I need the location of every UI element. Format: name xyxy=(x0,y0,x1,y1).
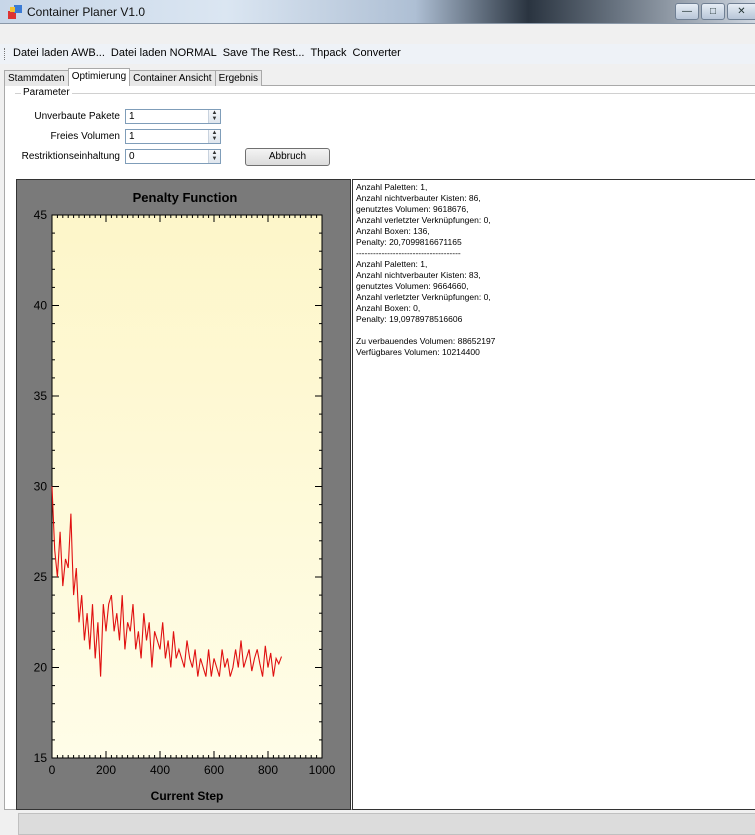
log-line: Anzahl Paletten: 1, xyxy=(356,259,428,269)
restriktionseinhaltung-value: 0 xyxy=(129,151,135,162)
log-line: Anzahl nichtverbauter Kisten: 83, xyxy=(356,270,481,280)
menu-item-datei-laden-awb[interactable]: Datei laden AWB... xyxy=(13,47,105,59)
spinner-icon[interactable]: ▲ ▼ xyxy=(208,150,220,163)
log-line: Penalty: 19,0978978516606 xyxy=(356,314,463,324)
unverbaute-pakete-input[interactable]: 1 ▲ ▼ xyxy=(125,109,221,124)
window-controls: — □ ✕ xyxy=(673,3,755,21)
y-tick-label: 25 xyxy=(34,570,48,584)
log-line: Anzahl Paletten: 1, xyxy=(356,182,428,192)
unverbaute-pakete-value: 1 xyxy=(129,111,135,122)
label-unverbaute-pakete: Unverbaute Pakete xyxy=(34,111,120,122)
maximize-icon[interactable]: □ xyxy=(701,3,725,20)
freies-volumen-value: 1 xyxy=(129,131,135,142)
spinner-icon[interactable]: ▲ ▼ xyxy=(208,110,220,123)
x-tick-label: 800 xyxy=(258,763,278,777)
log-line: Anzahl verletzter Verknüpfungen: 0, xyxy=(356,292,491,302)
label-restriktionseinhaltung: Restriktionseinhaltung xyxy=(21,151,120,162)
log-line: Penalty: 20,7099816671165 xyxy=(356,237,462,247)
result-log: Anzahl Paletten: 1, Anzahl nichtverbauter… xyxy=(352,179,755,810)
status-bar xyxy=(18,813,755,835)
parameter-group-legend: Parameter xyxy=(21,87,72,98)
y-tick-label: 15 xyxy=(34,751,48,765)
abbruch-button[interactable]: Abbruch xyxy=(245,148,330,166)
menu-item-thpack[interactable]: Thpack xyxy=(310,47,347,59)
y-tick-label: 35 xyxy=(34,389,48,403)
x-axis-label: Current Step xyxy=(151,789,224,803)
log-line: Verfügbares Volumen: 10214400 xyxy=(356,347,480,357)
log-line: Anzahl Boxen: 0, xyxy=(356,303,421,313)
spinner-icon[interactable]: ▲ ▼ xyxy=(208,130,220,143)
log-line: Anzahl verletzter Verknüpfungen: 0, xyxy=(356,215,491,225)
log-line: Anzahl Boxen: 136, xyxy=(356,226,430,236)
label-freies-volumen: Freies Volumen xyxy=(50,131,120,142)
freies-volumen-input[interactable]: 1 ▲ ▼ xyxy=(125,129,221,144)
log-line: Anzahl nichtverbauter Kisten: 86, xyxy=(356,193,481,203)
menu-item-save-the-rest[interactable]: Save The Rest... xyxy=(222,47,305,59)
window-title: Container Planer V1.0 xyxy=(27,5,146,19)
log-line: genutztes Volumen: 9664660, xyxy=(356,281,469,291)
restriktionseinhaltung-input[interactable]: 0 ▲ ▼ xyxy=(125,149,221,164)
y-tick-label: 40 xyxy=(34,299,48,313)
menu-bar: Datei laden AWB... Datei laden NORMAL Sa… xyxy=(0,44,755,64)
y-tick-label: 45 xyxy=(34,208,48,222)
penalty-series-line xyxy=(51,486,283,677)
y-tick-label: 20 xyxy=(34,661,48,675)
tab-stammdaten[interactable]: Stammdaten xyxy=(4,70,69,86)
tab-strip: Stammdaten Optimierung Container Ansicht… xyxy=(4,68,263,86)
penalty-chart: Penalty Function 0 200 400 600 800 1000 15 20 25… xyxy=(34,190,336,803)
x-tick-label: 200 xyxy=(96,763,116,777)
app-icon xyxy=(8,5,22,19)
plot-area xyxy=(51,214,323,759)
x-tick-label: 1000 xyxy=(309,763,336,777)
log-line: genutztes Volumen: 9618676, xyxy=(356,204,469,214)
y-tick-label: 30 xyxy=(34,480,48,494)
x-tick-label: 600 xyxy=(204,763,224,777)
close-icon[interactable]: ✕ xyxy=(727,3,755,20)
menu-item-converter[interactable]: Converter xyxy=(352,47,401,59)
menu-item-datei-laden-normal[interactable]: Datei laden NORMAL xyxy=(110,47,217,59)
x-tick-label: 400 xyxy=(150,763,170,777)
chart-title: Penalty Function xyxy=(133,190,238,205)
menu-grip xyxy=(4,48,6,60)
tab-optimierung[interactable]: Optimierung xyxy=(67,68,131,86)
log-line: ------------------------------------- xyxy=(356,248,461,258)
log-line xyxy=(356,325,752,336)
title-bar: Container Planer V1.0 — □ ✕ xyxy=(0,0,755,24)
parameter-group xyxy=(15,93,755,173)
tab-container-ansicht[interactable]: Container Ansicht xyxy=(129,70,216,86)
log-line: Zu verbauendes Volumen: 88652197 xyxy=(356,336,496,346)
tab-ergebnis[interactable]: Ergebnis xyxy=(214,70,263,86)
minimize-icon[interactable]: — xyxy=(675,3,699,20)
penalty-chart-panel: Penalty Function 0 200 400 600 800 1000 15 20 25… xyxy=(16,179,351,810)
x-tick-label: 0 xyxy=(49,763,56,777)
